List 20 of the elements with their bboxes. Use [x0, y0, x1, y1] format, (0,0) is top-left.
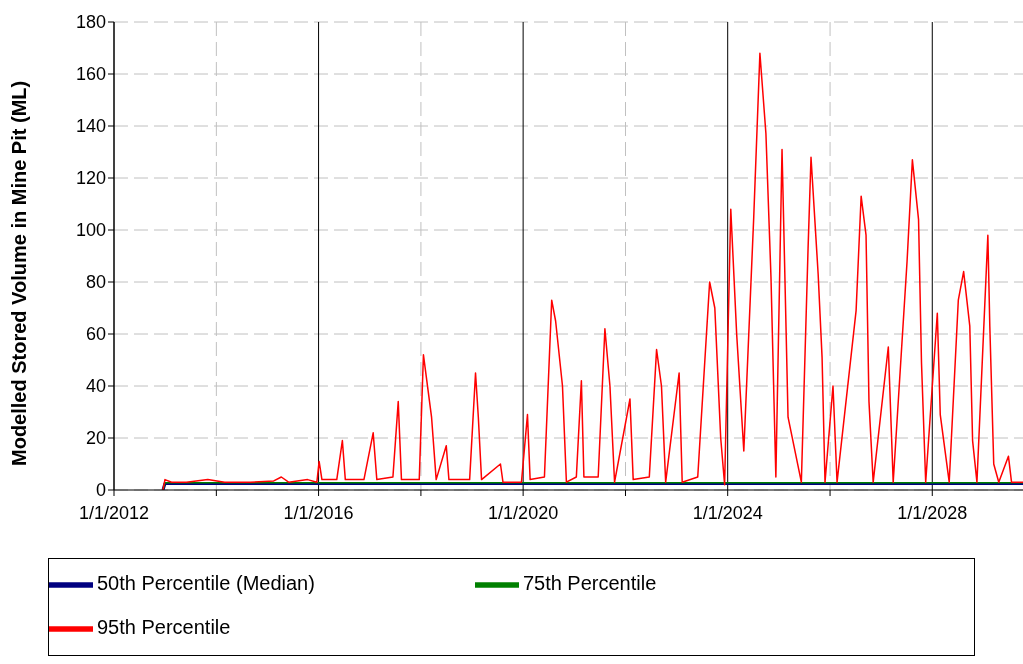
y-tick-label: 160	[75, 64, 106, 85]
y-tick-label: 80	[85, 272, 106, 293]
x-tick-label: 1/1/2024	[692, 502, 763, 523]
y-axis-title: Modelled Stored Volume in Mine Pit (ML)	[8, 80, 31, 466]
x-tick-label: 1/1/2020	[488, 502, 559, 523]
y-tick-label: 100	[75, 220, 106, 241]
line-series	[162, 52, 1023, 490]
y-tick-label: 60	[85, 324, 106, 345]
x-tick-label: 1/1/2012	[78, 502, 150, 523]
y-tick-label: 180	[75, 12, 106, 33]
y-tick-label: 0	[95, 480, 106, 501]
y-tick-label: 120	[75, 168, 106, 189]
x-tick-label: 1/1/2028	[897, 502, 968, 523]
y-tick-label: 140	[75, 116, 106, 137]
legend-label: 50th Percentile (Median)	[97, 572, 315, 595]
x-tick-label: 1/1/2016	[283, 502, 354, 523]
legend-label: 75th Percentile	[522, 572, 657, 595]
legend-label: 95th Percentile	[97, 616, 231, 639]
y-tick-label: 20	[85, 428, 106, 449]
y-tick-label: 40	[85, 376, 106, 397]
